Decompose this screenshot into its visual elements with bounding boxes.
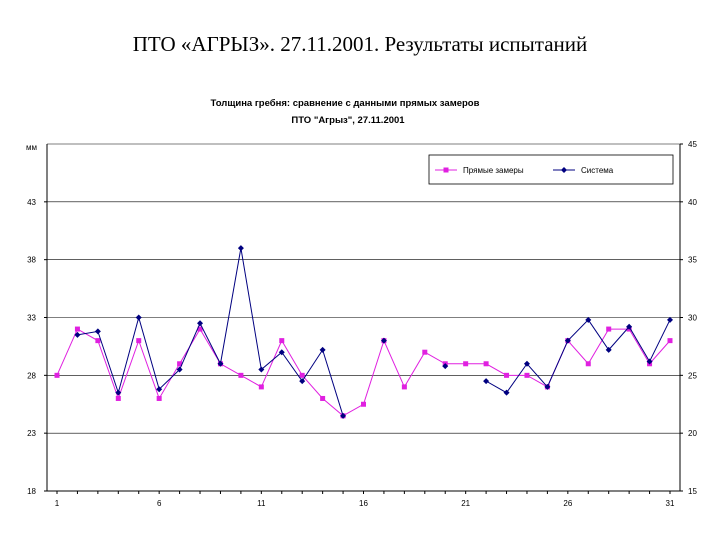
data-point xyxy=(483,378,490,385)
data-point xyxy=(279,338,285,344)
series-line xyxy=(77,248,344,416)
y2-tick-label: 25 xyxy=(688,371,697,380)
y2-tick-label: 35 xyxy=(688,256,697,265)
data-point xyxy=(54,372,60,378)
x-tick-label: 16 xyxy=(359,499,368,508)
data-point xyxy=(361,401,366,407)
x-tick-label: 26 xyxy=(563,499,572,508)
y-tick-label: 28 xyxy=(27,371,36,380)
x-tick-label: 11 xyxy=(257,499,266,508)
y-axis-label: мм xyxy=(26,143,37,152)
chart-subtitle: ПТО "Агрыз", 27.11.2001 xyxy=(291,115,405,126)
data-point xyxy=(524,372,530,378)
data-point xyxy=(585,361,591,367)
y2-tick-label: 45 xyxy=(688,140,697,149)
data-point xyxy=(380,337,387,344)
legend-label: Система xyxy=(581,166,614,175)
data-point xyxy=(442,363,449,370)
data-point xyxy=(176,366,183,373)
y-tick-label: 18 xyxy=(27,487,36,496)
data-point xyxy=(626,323,633,330)
y-tick-label: 38 xyxy=(27,256,36,265)
data-point xyxy=(74,326,80,332)
x-tick-label: 21 xyxy=(461,499,470,508)
legend: Прямые замеры Система xyxy=(428,154,674,185)
slide-title: ПТО «АГРЫЗ». 27.11.2001. Результаты испы… xyxy=(132,32,588,56)
data-point xyxy=(278,349,285,356)
data-point xyxy=(667,338,673,344)
x-tick-label: 6 xyxy=(157,499,162,508)
y2-tick-label: 20 xyxy=(688,429,697,438)
data-point xyxy=(667,316,673,323)
data-point xyxy=(238,372,244,378)
data-point xyxy=(646,358,653,365)
series-1 xyxy=(54,326,673,419)
data-point xyxy=(74,331,81,338)
data-point xyxy=(115,395,121,401)
data-point xyxy=(156,395,162,401)
x-tick-label: 1 xyxy=(55,499,60,508)
y-tick-label: 23 xyxy=(27,429,36,438)
y2-tick-label: 40 xyxy=(688,198,697,207)
data-point xyxy=(401,384,407,390)
data-point xyxy=(585,316,592,323)
y-tick-label: 43 xyxy=(27,198,36,207)
data-point xyxy=(217,360,224,367)
data-point xyxy=(503,389,510,396)
data-point xyxy=(422,349,428,355)
legend-label: Прямые замеры xyxy=(463,166,524,175)
y2-tick-label: 15 xyxy=(688,487,697,496)
y-tick-label: 33 xyxy=(27,314,36,323)
data-point xyxy=(258,384,264,390)
legend-swatch-marker xyxy=(443,167,449,173)
data-point xyxy=(299,378,306,385)
data-point xyxy=(564,337,571,344)
data-point xyxy=(299,372,305,378)
data-point xyxy=(606,326,612,332)
y2-tick-label: 30 xyxy=(688,314,697,323)
data-point xyxy=(156,386,163,393)
legend-swatch-marker xyxy=(561,167,567,173)
series-line xyxy=(485,319,671,394)
data-point xyxy=(95,338,101,344)
data-point xyxy=(605,346,612,353)
data-point xyxy=(237,245,244,252)
data-point xyxy=(115,389,122,396)
data-point xyxy=(197,326,203,332)
series-2 xyxy=(74,245,673,419)
data-point xyxy=(340,412,347,419)
x-tick-label: 31 xyxy=(666,499,675,508)
data-point xyxy=(483,361,489,367)
data-point xyxy=(504,372,510,378)
data-point xyxy=(544,383,551,390)
data-point xyxy=(319,346,326,353)
data-point xyxy=(94,328,101,335)
data-point xyxy=(177,361,183,367)
data-point xyxy=(320,395,326,401)
legend-box xyxy=(428,154,674,185)
data-point xyxy=(135,314,142,321)
chart-title: Толщина гребня: сравнение с данными прям… xyxy=(211,98,480,109)
data-point xyxy=(523,360,530,367)
data-point xyxy=(197,320,204,327)
data-point xyxy=(463,361,469,367)
data-point xyxy=(258,366,265,373)
data-point xyxy=(136,338,142,344)
